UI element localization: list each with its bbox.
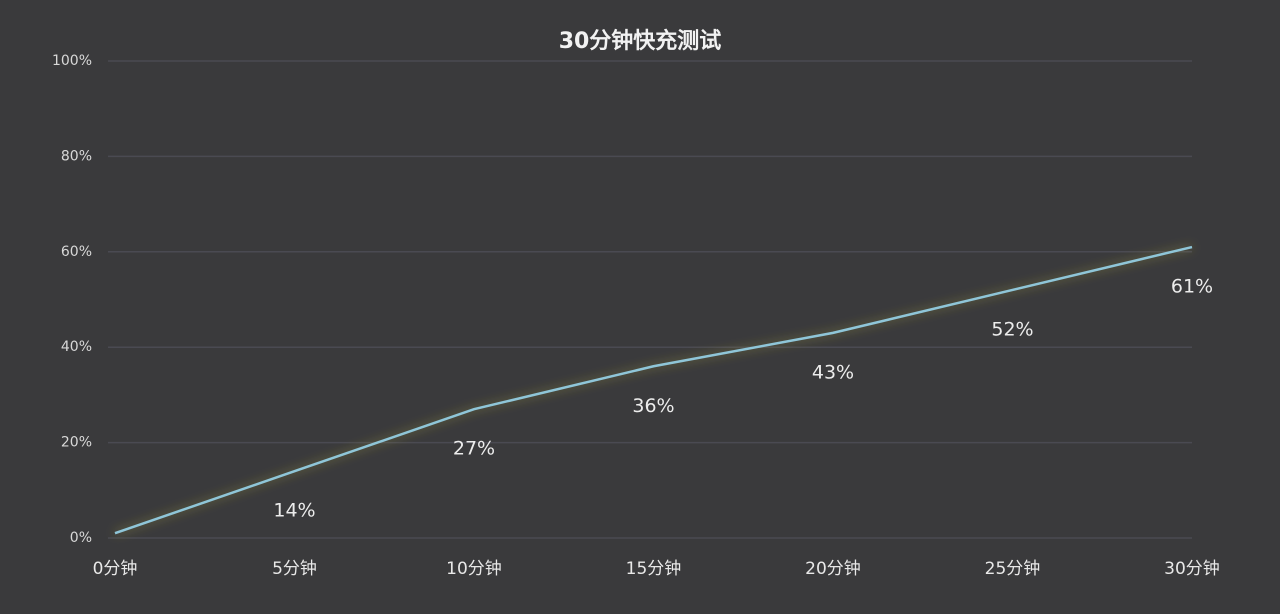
x-tick-label: 20分钟: [805, 559, 861, 579]
y-tick-label: 20%: [61, 435, 92, 451]
x-tick-label: 15分钟: [626, 559, 682, 579]
value-label: 61%: [1171, 276, 1213, 298]
x-tick-label: 25分钟: [985, 559, 1041, 579]
value-label: 27%: [453, 438, 495, 460]
chart-title: 30分钟快充测试: [559, 28, 722, 54]
value-label: 43%: [812, 361, 854, 383]
y-tick-label: 60%: [61, 244, 92, 260]
value-label: 14%: [273, 500, 315, 522]
x-tick-label: 0分钟: [93, 559, 138, 579]
x-tick-label: 5分钟: [272, 559, 317, 579]
y-tick-label: 100%: [52, 53, 92, 69]
value-label: 36%: [632, 395, 674, 417]
y-tick-label: 0%: [70, 530, 92, 546]
value-label: 52%: [991, 318, 1033, 340]
y-tick-label: 80%: [61, 148, 92, 164]
x-tick-label: 30分钟: [1164, 559, 1220, 579]
x-tick-label: 10分钟: [446, 559, 502, 579]
y-tick-label: 40%: [61, 339, 92, 355]
line: [114, 245, 1193, 535]
